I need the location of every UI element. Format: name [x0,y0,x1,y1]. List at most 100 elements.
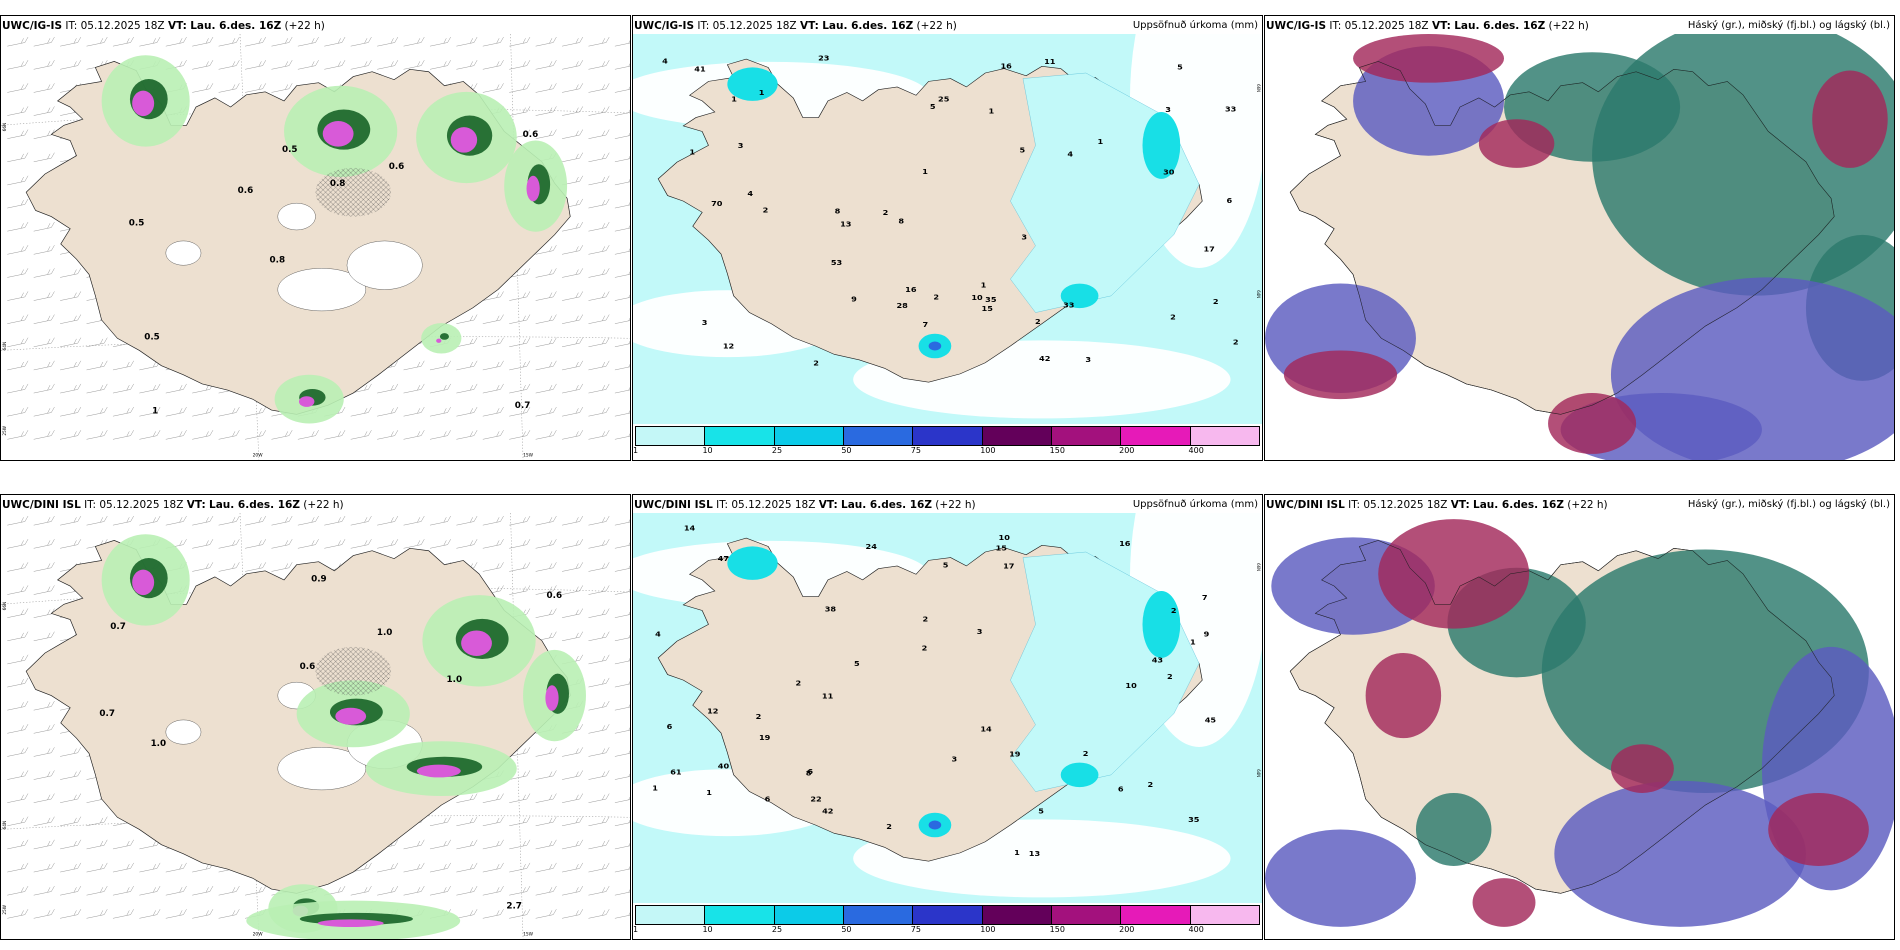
precip-value-label: 42 [822,807,833,815]
precip-value-label: 5 [943,561,949,569]
precip-value-label: 0.7 [110,622,126,632]
precip-value-label: 2 [886,823,892,831]
precip-value-label: 35 [1188,815,1199,823]
glacier [165,719,202,745]
legend-swatch [774,906,844,924]
map-canvas: 66N64N4521940221321256121396101114433845… [633,513,1262,903]
legend-label: 150 [1049,925,1065,934]
precip-value-label: 5 [854,660,860,668]
cloud-area [1378,519,1530,629]
precip-value-label: 53 [831,259,842,267]
snow-area [322,121,354,147]
field-title: Uppsöfnuð úrkoma (mm) [1132,499,1258,510]
snow-area [132,90,155,117]
precip-value-label: 2 [1171,607,1177,615]
model-name: UWC/DINI ISL [634,499,713,511]
lon-label: 20W [253,452,264,458]
legend-label: 75 [910,925,921,934]
precip-field-mid [1060,283,1099,309]
cloud-area [1265,829,1416,927]
precip-value-label: 5 [1020,146,1026,154]
map-canvas [1265,513,1894,939]
precip-value-label: 0.5 [144,333,160,343]
precip-value-label: 25 [938,95,949,103]
precip-value-label: 17 [1204,245,1215,253]
vt-value: Lau. 6.des. 16Z [1454,20,1546,32]
lon-label: 20W [253,931,264,937]
cloud-area [1283,350,1398,400]
snow-area [461,630,492,657]
precip-value-label: 2 [1035,318,1041,326]
it-label: IT: [84,499,97,511]
snow-area [450,127,478,153]
legend-swatch [636,906,706,924]
legend-swatch [1051,906,1122,924]
field-title: Uppsöfnuð úrkoma (mm) [1132,20,1258,31]
lat-label: 66N [2,602,8,611]
precip-value-label: 8 [898,217,904,225]
lat-label: 66N [1256,563,1261,571]
it-value: 05.12.2025 18Z [712,20,797,32]
precip-value-label: 10 [1125,681,1136,689]
lead-time: (+22 h) [1567,499,1608,511]
precip-field-mid [727,67,778,101]
model-name: UWC/IG-IS [634,20,695,32]
precip-value-label: 0.7 [99,709,115,719]
precip-value-label: 3 [702,318,708,326]
precip-value-label: 38 [825,605,836,613]
precip-value-label: 30 [1163,168,1174,176]
precip-value-label: 6 [765,795,771,803]
precip-value-label: 22 [810,795,821,803]
precip-value-label: 1 [731,95,737,103]
precip-value-label: 2 [1233,338,1239,346]
model-name: UWC/IG-IS [2,20,63,32]
glacier [277,203,316,231]
legend-label: 1 [633,925,639,934]
precip-value-label: 0.6 [238,186,254,196]
precip-value-label: 7 [1202,593,1208,601]
precip-value-label: 2 [883,209,889,217]
precip-field-mid [1142,112,1181,179]
precip-value-label: 13 [1029,850,1040,858]
precip-value-label: 0.6 [523,130,539,140]
lead-time: (+22 h) [284,20,325,32]
precip-value-label: 23 [818,54,829,62]
cloud-area [1415,792,1492,866]
precip-value-label: 1 [152,406,158,416]
precip-value-label: 70 [711,199,722,207]
precip-value-label: 16 [905,285,916,293]
vt-value: Lau. 6.des. 16Z [209,499,300,511]
legend-swatch [1190,906,1259,924]
precip-value-label: 33 [1225,105,1236,113]
panel-header: UWC/IG-IS IT: 05.12.2025 18Z VT: Lau. 6.… [2,17,628,35]
vt-label: VT: [167,20,187,32]
precip-value-label: 2 [1148,781,1154,789]
lat-label: 64N [1256,769,1261,777]
map-panel-ig-is-surface: UWC/IG-IS IT: 05.12.2025 18Z VT: Lau. 6.… [0,15,631,461]
model-name: UWC/IG-IS [1266,20,1327,32]
it-label: IT: [65,20,78,32]
precip-value-label: 15 [996,544,1007,552]
precip-value-label: 41 [694,65,705,73]
panel-header: UWC/IG-IS IT: 05.12.2025 18Z VT: Lau. 6.… [634,17,1260,35]
cloud-area [1812,70,1888,168]
precip-value-label: 3 [977,627,983,635]
precip-value-label: 6 [1227,196,1233,204]
precip-value-label: 6 [1118,785,1124,793]
precip-value-label: 2 [922,644,928,652]
map-panel-ig-is-precip: UWC/IG-IS IT: 05.12.2025 18Z VT: Lau. 6.… [632,15,1263,461]
precip-legend: 1 10 25 50 75 100 150 200 400 [633,426,1260,456]
legend-swatch [1121,906,1191,924]
precip-value-label: 12 [723,342,734,350]
precip-value-label: 45 [1205,716,1216,724]
precip-value-label: 17 [1003,562,1014,570]
lat-label: 66N [1256,84,1261,92]
iceland-coastline [1289,540,1835,894]
legend-label: 100 [980,446,996,455]
legend-label: 10 [702,925,713,934]
map-canvas: 66N 64N 25W 20W 15W 0.7 0.5 0.6 0.8 0.6 1 0.5 0.8 0.5… [1,34,630,460]
precip-value-label: 16 [1000,62,1011,70]
precip-value-label: 8 [835,207,841,215]
precip-value-label: 1.0 [447,675,463,685]
precip-value-label: 43 [1152,656,1163,664]
